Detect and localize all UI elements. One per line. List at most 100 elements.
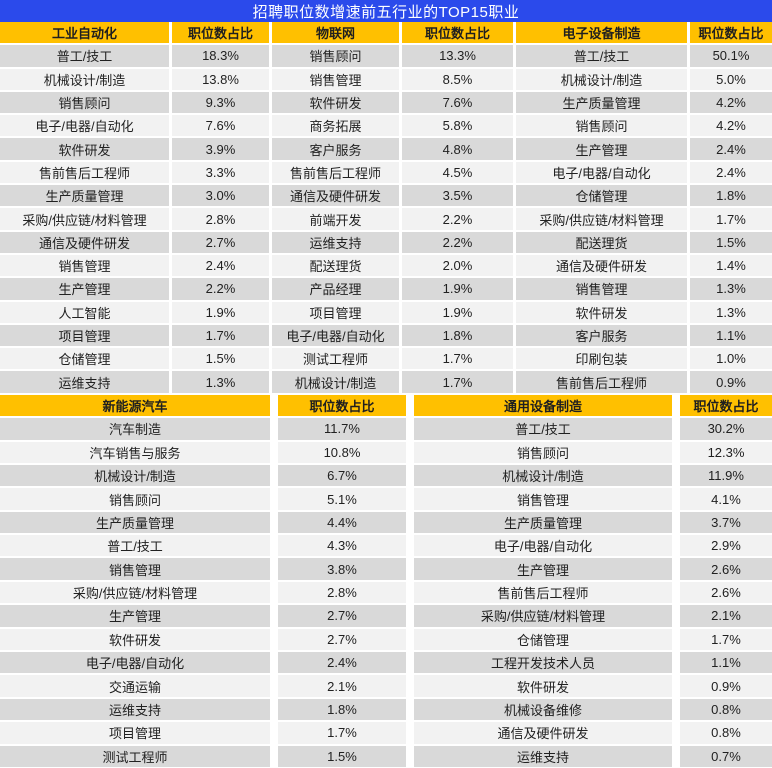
section-top-industries: 工业自动化 职位数占比 物联网 职位数占比 电子设备制造 职位数占比 普工/技工 18.3% 销… xyxy=(0,22,772,393)
job-cell: 运维支持 xyxy=(0,371,169,393)
job-cell: 软件研发 xyxy=(414,675,672,697)
job-cell: 测试工程师 xyxy=(0,745,270,767)
percent-cell: 8.5% xyxy=(402,68,513,90)
percent-cell: 1.3% xyxy=(690,278,772,300)
job-cell: 机械设计/制造 xyxy=(0,68,169,90)
job-cell: 电子/电器/自动化 xyxy=(0,115,169,137)
industry-header: 新能源汽车 xyxy=(0,394,270,417)
job-cell: 人工智能 xyxy=(0,301,169,323)
percent-cell: 5.8% xyxy=(402,115,513,137)
job-cell: 销售管理 xyxy=(414,488,672,510)
percent-cell: 2.6% xyxy=(680,558,772,580)
job-cell: 配送理货 xyxy=(272,254,399,277)
percent-cell: 1.9% xyxy=(402,278,513,300)
job-cell: 销售顾问 xyxy=(0,91,169,114)
job-cell: 仓储管理 xyxy=(516,185,687,207)
percent-cell: 0.9% xyxy=(680,675,772,697)
percent-cell: 0.8% xyxy=(680,698,772,721)
percent-cell: 0.7% xyxy=(680,745,772,767)
job-cell: 销售管理 xyxy=(272,68,399,90)
percent-cell: 4.2% xyxy=(690,91,772,114)
industry-header: 工业自动化 xyxy=(0,22,169,44)
percent-cell: 5.0% xyxy=(690,68,772,90)
job-cell: 生产质量管理 xyxy=(516,91,687,114)
percent-cell: 1.0% xyxy=(690,348,772,370)
percent-cell: 50.1% xyxy=(690,45,772,67)
percent-cell: 2.1% xyxy=(680,605,772,627)
job-cell: 采购/供应链/材料管理 xyxy=(516,208,687,230)
job-cell: 软件研发 xyxy=(0,628,270,651)
percent-cell: 1.7% xyxy=(680,628,772,651)
percent-cell: 2.4% xyxy=(690,161,772,184)
percent-cell: 2.4% xyxy=(278,652,406,674)
job-cell: 运维支持 xyxy=(0,698,270,721)
job-cell: 配送理货 xyxy=(516,231,687,253)
job-cell: 生产管理 xyxy=(0,278,169,300)
percent-cell: 2.4% xyxy=(172,254,269,277)
job-cell: 项目管理 xyxy=(0,324,169,347)
job-cell: 前端开发 xyxy=(272,208,399,230)
percent-cell: 2.2% xyxy=(402,208,513,230)
percent-cell: 2.9% xyxy=(680,535,772,557)
job-cell: 销售管理 xyxy=(0,254,169,277)
job-cell: 项目管理 xyxy=(0,722,270,744)
percent-cell: 4.5% xyxy=(402,161,513,184)
percent-cell: 2.8% xyxy=(278,581,406,604)
percent-header: 职位数占比 xyxy=(680,394,772,417)
job-cell: 仓储管理 xyxy=(414,628,672,651)
job-cell: 机械设计/制造 xyxy=(516,68,687,90)
job-cell: 售前售后工程师 xyxy=(516,371,687,393)
job-cell: 机械设备维修 xyxy=(414,698,672,721)
job-cell: 交通运输 xyxy=(0,675,270,697)
percent-cell: 4.4% xyxy=(278,511,406,534)
job-cell: 电子/电器/自动化 xyxy=(0,652,270,674)
job-cell: 生产管理 xyxy=(414,558,672,580)
percent-cell: 4.8% xyxy=(402,138,513,160)
percent-cell: 4.1% xyxy=(680,488,772,510)
job-cell: 销售顾问 xyxy=(272,45,399,67)
job-cell: 仓储管理 xyxy=(0,348,169,370)
job-cell: 机械设计/制造 xyxy=(272,371,399,393)
percent-cell: 2.4% xyxy=(690,138,772,160)
job-cell: 售前售后工程师 xyxy=(414,581,672,604)
industry-header: 电子设备制造 xyxy=(516,22,687,44)
job-cell: 客户服务 xyxy=(272,138,399,160)
percent-cell: 2.8% xyxy=(172,208,269,230)
percent-cell: 3.7% xyxy=(680,511,772,534)
job-cell: 电子/电器/自动化 xyxy=(272,324,399,347)
percent-header: 职位数占比 xyxy=(278,394,406,417)
percent-cell: 13.3% xyxy=(402,45,513,67)
percent-cell: 4.2% xyxy=(690,115,772,137)
percent-cell: 9.3% xyxy=(172,91,269,114)
percent-cell: 1.8% xyxy=(690,185,772,207)
industry-header: 物联网 xyxy=(272,22,399,44)
percent-cell: 3.0% xyxy=(172,185,269,207)
percent-cell: 2.7% xyxy=(278,628,406,651)
percent-cell: 1.9% xyxy=(402,301,513,323)
percent-cell: 2.6% xyxy=(680,581,772,604)
percent-header: 职位数占比 xyxy=(402,22,513,44)
percent-cell: 7.6% xyxy=(172,115,269,137)
percent-cell: 3.8% xyxy=(278,558,406,580)
job-cell: 汽车销售与服务 xyxy=(0,441,270,463)
percent-cell: 1.7% xyxy=(690,208,772,230)
job-cell: 软件研发 xyxy=(516,301,687,323)
job-cell: 生产质量管理 xyxy=(0,511,270,534)
percent-cell: 2.1% xyxy=(278,675,406,697)
percent-cell: 11.9% xyxy=(680,464,772,487)
job-cell: 运维支持 xyxy=(414,745,672,767)
percent-cell: 1.8% xyxy=(402,324,513,347)
percent-header: 职位数占比 xyxy=(690,22,772,44)
percent-cell: 1.4% xyxy=(690,254,772,277)
job-cell: 销售顾问 xyxy=(0,488,270,510)
job-cell: 电子/电器/自动化 xyxy=(516,161,687,184)
job-cell: 商务拓展 xyxy=(272,115,399,137)
percent-cell: 10.8% xyxy=(278,441,406,463)
job-cell: 普工/技工 xyxy=(414,418,672,440)
job-cell: 电子/电器/自动化 xyxy=(414,535,672,557)
percent-cell: 13.8% xyxy=(172,68,269,90)
percent-cell: 2.7% xyxy=(172,231,269,253)
job-cell: 销售顾问 xyxy=(516,115,687,137)
percent-cell: 3.9% xyxy=(172,138,269,160)
job-cell: 普工/技工 xyxy=(0,535,270,557)
